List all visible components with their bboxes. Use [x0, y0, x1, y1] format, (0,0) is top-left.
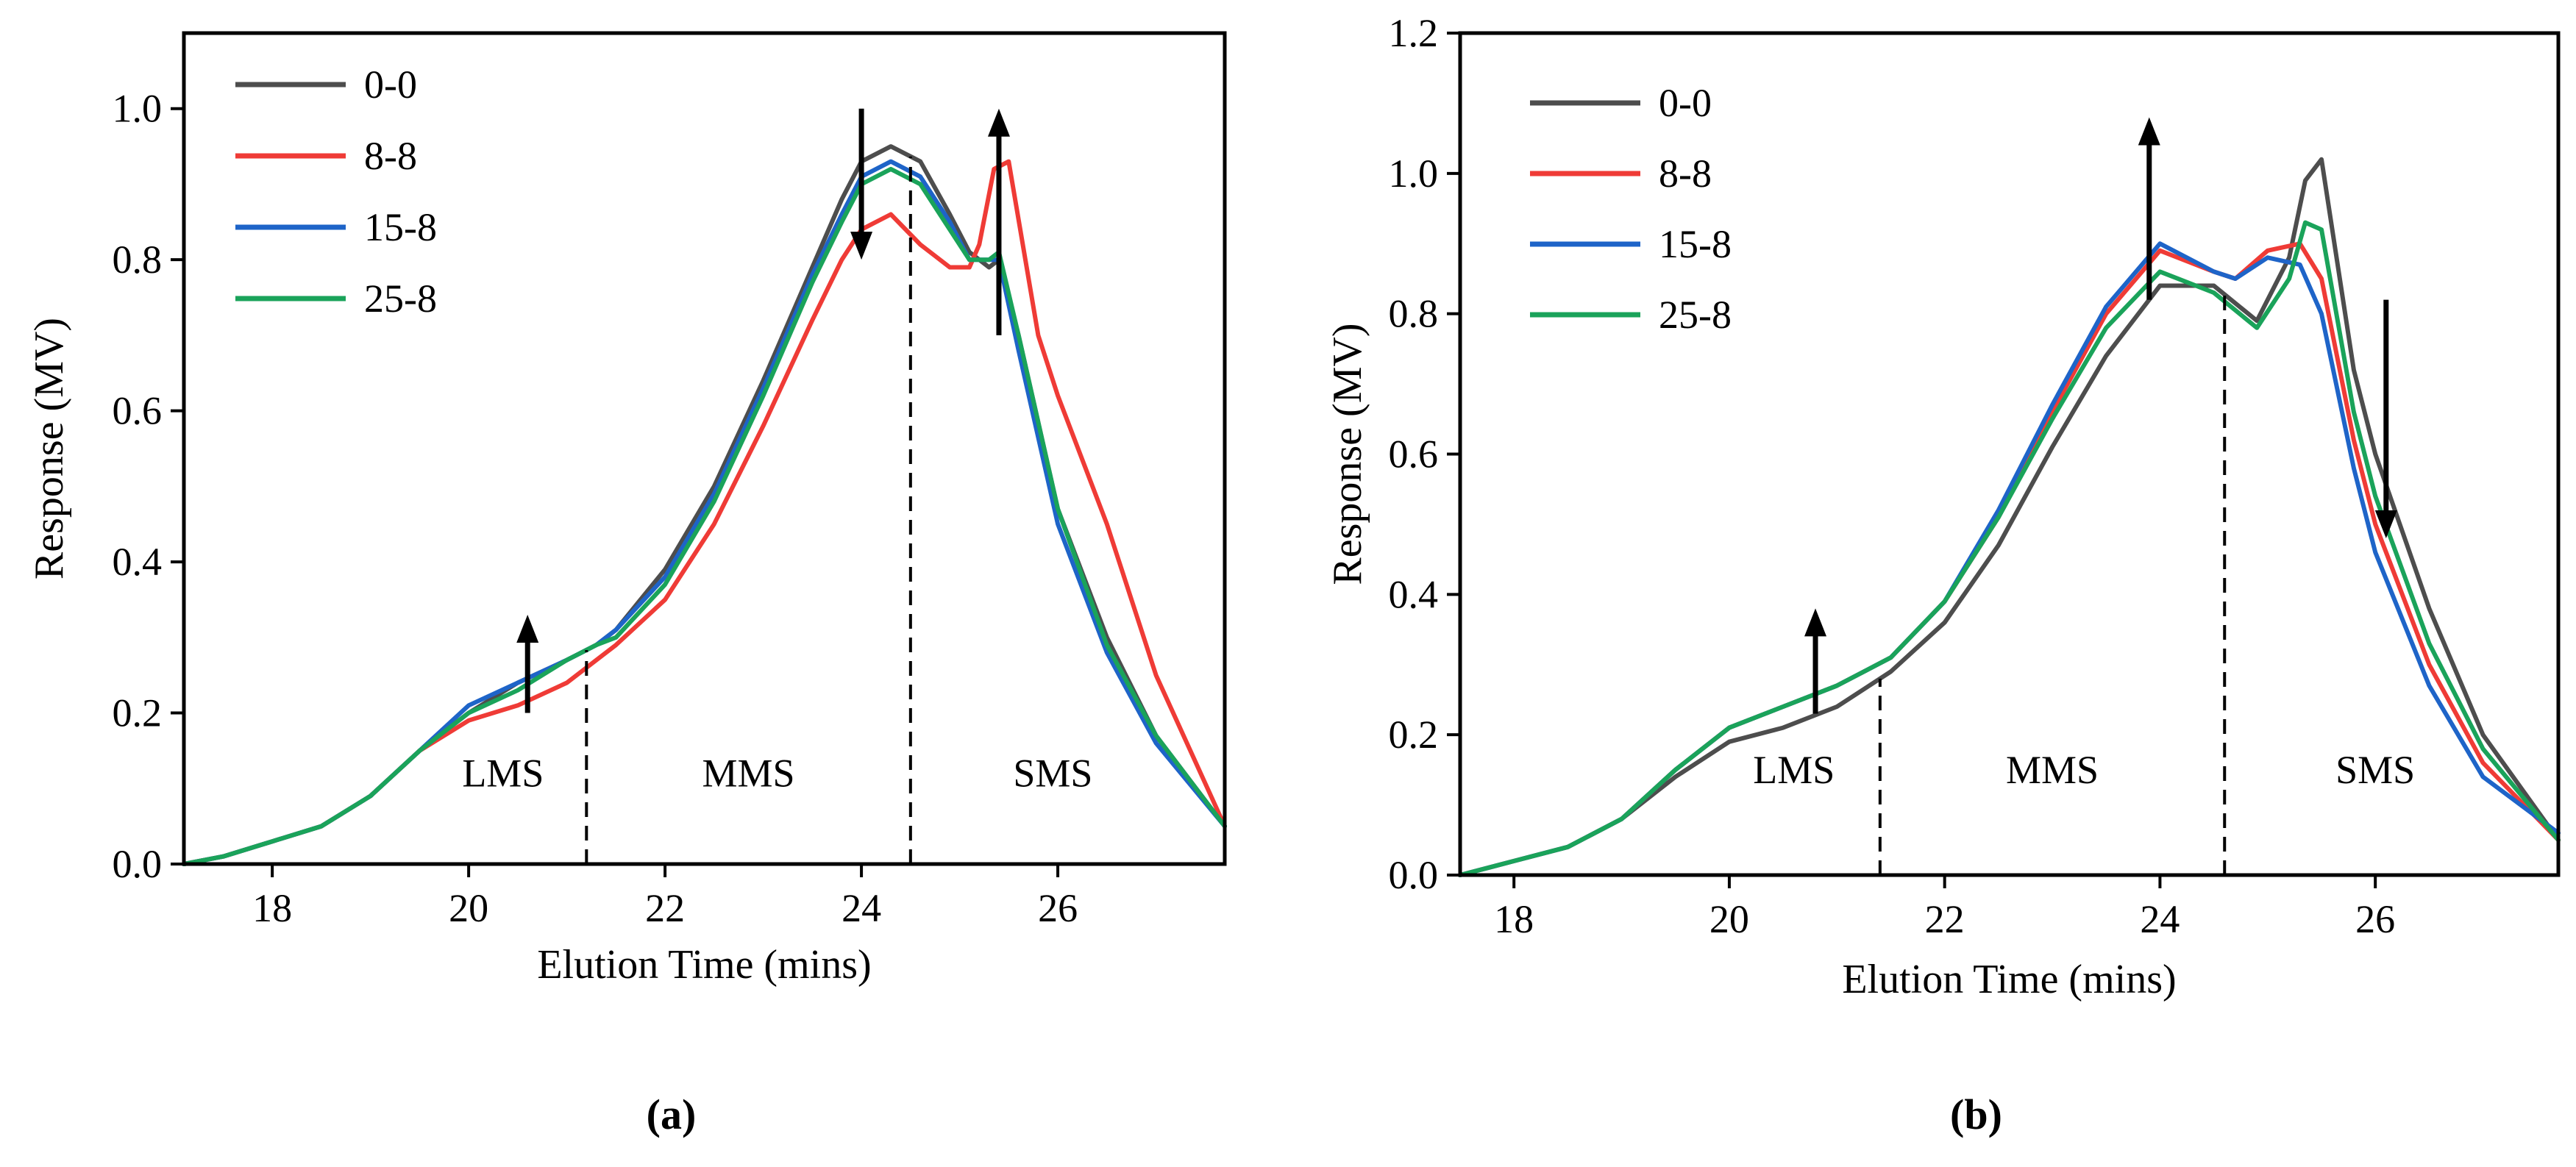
legend-label-15-8: 15-8 — [364, 205, 437, 249]
legend-label-25-8: 25-8 — [1659, 293, 1732, 337]
trend-arrow-head — [2138, 117, 2160, 146]
plot-frame — [182, 31, 1227, 866]
legend-label-8-8: 8-8 — [364, 134, 417, 178]
x-tick-label: 22 — [645, 886, 685, 930]
region-label-sms: SMS — [1013, 752, 1092, 796]
region-label-mms: MMS — [2006, 748, 2099, 792]
y-tick-label: 0.4 — [113, 540, 163, 584]
trend-arrow-head — [987, 108, 1010, 137]
x-axis-label: Elution Time (mins) — [537, 942, 871, 988]
legend-label-25-8: 25-8 — [364, 276, 437, 321]
x-tick-label: 24 — [842, 886, 881, 930]
y-tick-label: 1.0 — [113, 87, 163, 131]
region-label-mms: MMS — [702, 752, 795, 796]
y-tick-label: 0.0 — [113, 842, 163, 886]
legend-label-0-0: 0-0 — [364, 63, 417, 107]
trend-arrow-head — [1804, 608, 1827, 637]
chart-panel-a: 18 20 22 24 26 0.0 0.2 0.4 0.6 0.8 1.0 Elution Time… — [26, 31, 1227, 1138]
series-line-25-8 — [182, 166, 1227, 866]
x-tick-label: 18 — [1494, 897, 1534, 941]
x-tick-label: 22 — [1925, 897, 1965, 941]
series-line-25-8 — [1458, 220, 2561, 877]
region-label-lms: LMS — [462, 752, 544, 796]
y-tick-label: 0.8 — [113, 238, 163, 282]
y-tick-label: 1.0 — [1389, 151, 1439, 196]
y-tick-label: 0.6 — [113, 389, 163, 433]
x-tick-label: 20 — [449, 886, 488, 930]
y-tick-label: 0.0 — [1389, 853, 1439, 897]
x-tick-label: 20 — [1709, 897, 1749, 941]
y-tick-label: 0.8 — [1389, 292, 1439, 336]
chart-panel-b: 18 20 22 24 26 0.0 0.2 0.4 0.6 0.8 1.0 1.2 Elution T… — [1325, 11, 2561, 1138]
y-axis-label: Response (MV) — [1325, 323, 1370, 585]
panel-label: (a) — [647, 1091, 697, 1138]
y-tick-label: 0.4 — [1389, 572, 1439, 616]
panel-label: (b) — [1950, 1091, 2002, 1138]
legend-label-0-0: 0-0 — [1659, 81, 1712, 125]
legend-label-15-8: 15-8 — [1659, 222, 1732, 266]
y-axis-label: Response (MV) — [26, 318, 72, 579]
x-tick-label: 26 — [2355, 897, 2395, 941]
y-tick-label: 1.2 — [1389, 11, 1439, 55]
series-line-0-0 — [1458, 157, 2561, 877]
region-label-lms: LMS — [1753, 748, 1835, 792]
x-tick-label: 24 — [2140, 897, 2180, 941]
legend-label-8-8: 8-8 — [1659, 151, 1712, 196]
y-tick-label: 0.6 — [1389, 432, 1439, 477]
y-tick-label: 0.2 — [113, 691, 163, 735]
region-label-sms: SMS — [2335, 748, 2415, 792]
trend-arrow-head — [850, 232, 873, 260]
y-tick-label: 0.2 — [1389, 713, 1439, 757]
x-axis-label: Elution Time (mins) — [1842, 957, 2176, 1002]
trend-arrow-head — [2374, 510, 2397, 538]
x-tick-label: 18 — [252, 886, 292, 930]
trend-arrow-head — [516, 615, 539, 643]
x-tick-label: 26 — [1038, 886, 1078, 930]
